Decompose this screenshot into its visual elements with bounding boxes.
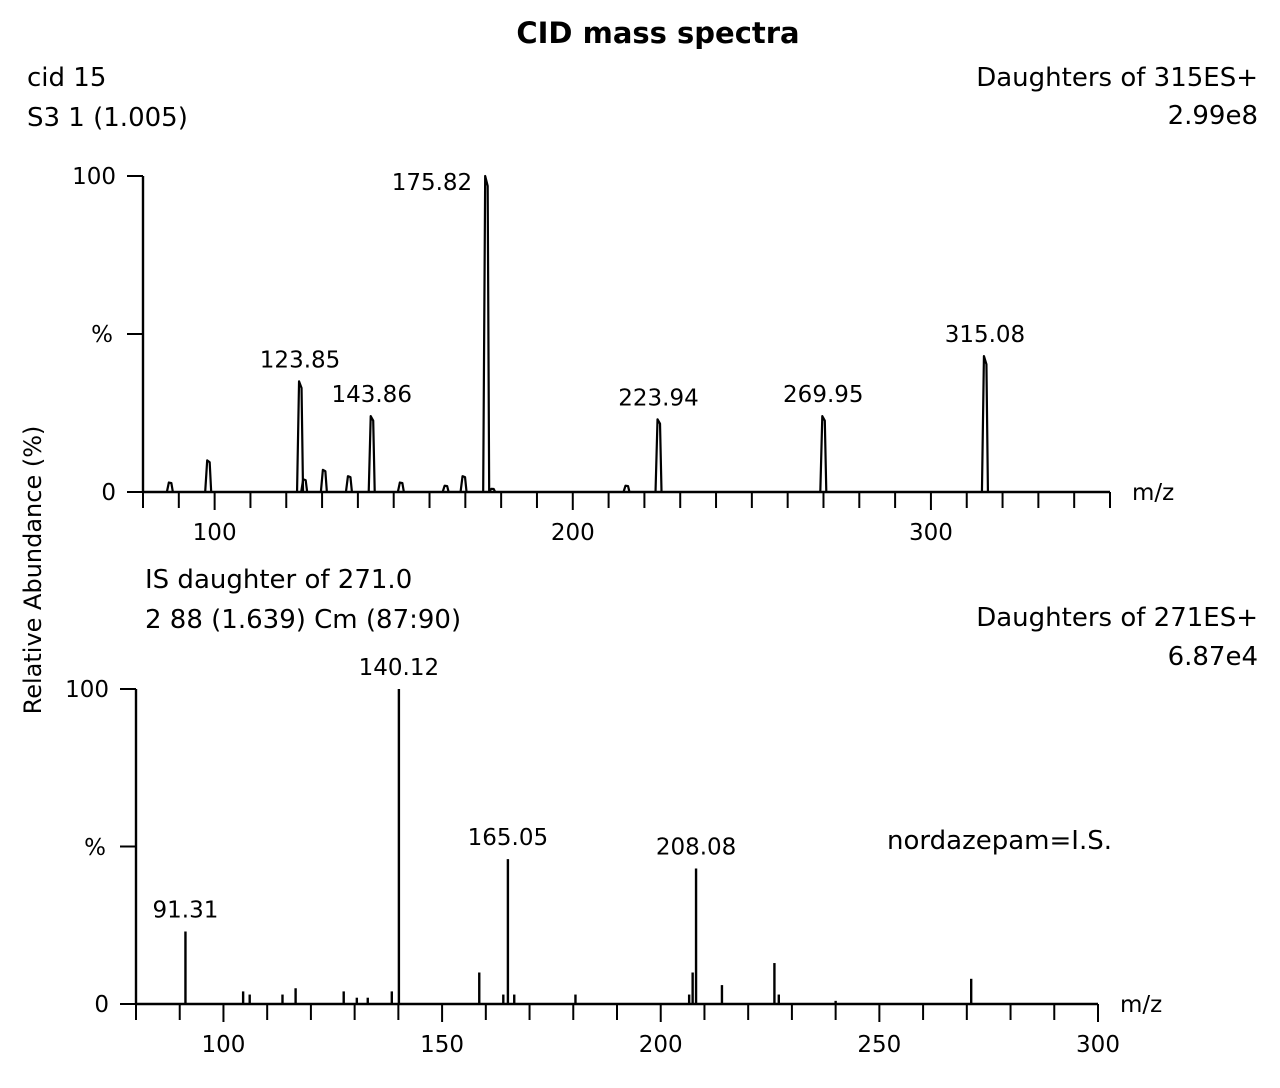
panel2-header-left-2: 2 88 (1.639) Cm (87:90) <box>145 605 461 635</box>
y-axis-label: Relative Abundance (%) <box>19 426 47 715</box>
panel1-x-tick-label: 300 <box>909 520 953 546</box>
panel1-y-unit-label: % <box>91 322 113 348</box>
panel2-x-tick-label: 300 <box>1076 1032 1120 1058</box>
panel1-peak <box>654 418 663 493</box>
panel2-y-unit-label: % <box>84 835 106 861</box>
panel1-x-axis-label: m/z <box>1132 480 1174 506</box>
panel2-header-left-1: IS daughter of 271.0 <box>145 565 412 595</box>
panel1-peak <box>300 478 309 493</box>
panel2-header-right-2: 6.87e4 <box>1168 642 1258 672</box>
panel2-peak-label: 140.12 <box>359 655 439 681</box>
panel1-peak <box>344 475 354 493</box>
panel2-peak-label: 91.31 <box>153 898 219 924</box>
panel1-peak <box>319 468 328 493</box>
panel1-peak <box>367 415 376 493</box>
panel1-peak-label: 269.95 <box>783 382 863 408</box>
panel1-header-right-1: Daughters of 315ES+ <box>976 63 1258 93</box>
panel2-y-tick-label: 0 <box>94 992 109 1018</box>
panel1-peak <box>204 459 213 493</box>
panel2-x-tick-label: 100 <box>202 1032 246 1058</box>
panel1-peak <box>441 484 450 493</box>
panel2-x-axis-label: m/z <box>1120 992 1162 1018</box>
panel2-y-tick-label: 100 <box>65 677 109 703</box>
panel1-peak-label: 123.85 <box>260 347 340 373</box>
panel1-peak <box>459 475 468 493</box>
panel1-peak <box>488 487 497 493</box>
panel1-peak <box>622 484 631 493</box>
panel1-peak <box>980 355 990 493</box>
panel1-peak-label: 315.08 <box>945 322 1025 348</box>
panel1-peak-label: 175.82 <box>392 170 472 196</box>
panel2-peak-label: 208.08 <box>656 835 736 861</box>
panel1-y-tick-label: 100 <box>72 164 116 190</box>
panel1-x-tick-label: 200 <box>551 520 595 546</box>
panel2-annotation: nordazepam=I.S. <box>887 826 1112 856</box>
panel1-x-tick-label: 100 <box>193 520 237 546</box>
panel1-peak-label: 223.94 <box>618 385 698 411</box>
panel1-peak <box>482 174 491 493</box>
panel1-peak <box>295 380 305 493</box>
panel1-peak-label: 143.86 <box>331 382 411 408</box>
panel2-x-tick-label: 250 <box>857 1032 901 1058</box>
panel1-header-right-2: 2.99e8 <box>1168 101 1258 131</box>
panel2-peak-label: 165.05 <box>468 825 548 851</box>
panel1-peak <box>819 415 828 493</box>
panel1-peak <box>165 481 174 493</box>
panel2-x-tick-label: 150 <box>420 1032 464 1058</box>
panel1-header-left-1: cid 15 <box>27 63 106 93</box>
spectrum-panel-1: 0 100% 100 200 300 m/z 123.85 143.86 175.82 223.9… <box>72 164 1174 546</box>
panel1-header-left-2: S3 1 (1.005) <box>27 103 188 133</box>
panel2-header-right-1: Daughters of 271ES+ <box>976 603 1258 633</box>
panel1-y-tick-label: 0 <box>101 480 116 506</box>
panel2-x-tick-label: 200 <box>639 1032 683 1058</box>
panel1-peak <box>396 481 405 493</box>
figure-title: CID mass spectra <box>516 16 799 50</box>
